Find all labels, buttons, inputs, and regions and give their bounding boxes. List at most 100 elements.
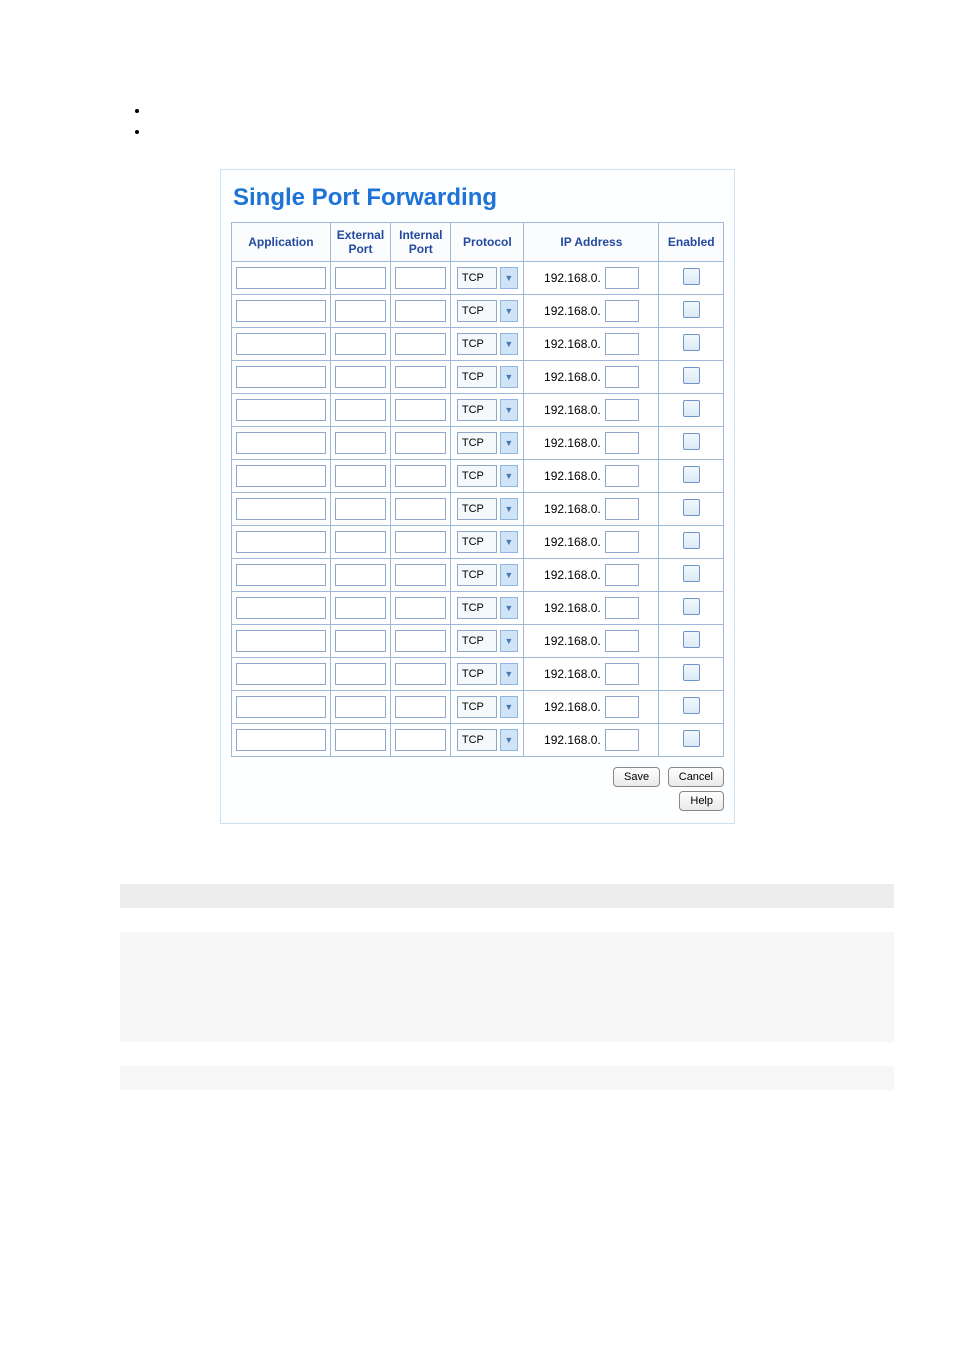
enabled-checkbox[interactable] — [683, 367, 700, 384]
internal-port-input[interactable] — [395, 399, 446, 421]
ip-last-octet-input[interactable] — [605, 531, 639, 553]
protocol-select[interactable]: TCP▼ — [455, 333, 519, 355]
enabled-checkbox[interactable] — [683, 664, 700, 681]
protocol-select[interactable]: TCP▼ — [455, 729, 519, 751]
external-port-input[interactable] — [335, 465, 386, 487]
external-port-input[interactable] — [335, 630, 386, 652]
protocol-select[interactable]: TCP▼ — [455, 531, 519, 553]
enabled-checkbox[interactable] — [683, 565, 700, 582]
save-button[interactable]: Save — [613, 767, 660, 787]
ip-last-octet-input[interactable] — [605, 729, 639, 751]
external-port-input[interactable] — [335, 729, 386, 751]
ip-last-octet-input[interactable] — [605, 465, 639, 487]
application-input[interactable] — [236, 333, 326, 355]
internal-port-input[interactable] — [395, 267, 446, 289]
application-input[interactable] — [236, 498, 326, 520]
ip-last-octet-input[interactable] — [605, 597, 639, 619]
internal-port-input[interactable] — [395, 663, 446, 685]
protocol-select[interactable]: TCP▼ — [455, 597, 519, 619]
chevron-down-icon[interactable]: ▼ — [500, 465, 518, 487]
internal-port-input[interactable] — [395, 630, 446, 652]
enabled-checkbox[interactable] — [683, 697, 700, 714]
application-input[interactable] — [236, 300, 326, 322]
enabled-checkbox[interactable] — [683, 268, 700, 285]
ip-last-octet-input[interactable] — [605, 399, 639, 421]
internal-port-input[interactable] — [395, 498, 446, 520]
internal-port-input[interactable] — [395, 465, 446, 487]
protocol-select[interactable]: TCP▼ — [455, 498, 519, 520]
external-port-input[interactable] — [335, 432, 386, 454]
chevron-down-icon[interactable]: ▼ — [500, 333, 518, 355]
ip-last-octet-input[interactable] — [605, 300, 639, 322]
protocol-select[interactable]: TCP▼ — [455, 300, 519, 322]
ip-last-octet-input[interactable] — [605, 333, 639, 355]
external-port-input[interactable] — [335, 564, 386, 586]
enabled-checkbox[interactable] — [683, 466, 700, 483]
enabled-checkbox[interactable] — [683, 334, 700, 351]
protocol-select[interactable]: TCP▼ — [455, 564, 519, 586]
external-port-input[interactable] — [335, 663, 386, 685]
enabled-checkbox[interactable] — [683, 499, 700, 516]
external-port-input[interactable] — [335, 531, 386, 553]
application-input[interactable] — [236, 399, 326, 421]
protocol-select[interactable]: TCP▼ — [455, 465, 519, 487]
chevron-down-icon[interactable]: ▼ — [500, 696, 518, 718]
ip-last-octet-input[interactable] — [605, 366, 639, 388]
protocol-select[interactable]: TCP▼ — [455, 663, 519, 685]
internal-port-input[interactable] — [395, 531, 446, 553]
chevron-down-icon[interactable]: ▼ — [500, 366, 518, 388]
help-button[interactable]: Help — [679, 791, 724, 811]
chevron-down-icon[interactable]: ▼ — [500, 630, 518, 652]
internal-port-input[interactable] — [395, 432, 446, 454]
protocol-select[interactable]: TCP▼ — [455, 399, 519, 421]
internal-port-input[interactable] — [395, 729, 446, 751]
cancel-button[interactable]: Cancel — [668, 767, 724, 787]
application-input[interactable] — [236, 366, 326, 388]
enabled-checkbox[interactable] — [683, 433, 700, 450]
internal-port-input[interactable] — [395, 597, 446, 619]
internal-port-input[interactable] — [395, 366, 446, 388]
protocol-select[interactable]: TCP▼ — [455, 366, 519, 388]
application-input[interactable] — [236, 531, 326, 553]
application-input[interactable] — [236, 267, 326, 289]
application-input[interactable] — [236, 663, 326, 685]
application-input[interactable] — [236, 564, 326, 586]
internal-port-input[interactable] — [395, 564, 446, 586]
enabled-checkbox[interactable] — [683, 301, 700, 318]
ip-last-octet-input[interactable] — [605, 498, 639, 520]
external-port-input[interactable] — [335, 333, 386, 355]
protocol-select[interactable]: TCP▼ — [455, 696, 519, 718]
enabled-checkbox[interactable] — [683, 631, 700, 648]
external-port-input[interactable] — [335, 696, 386, 718]
application-input[interactable] — [236, 432, 326, 454]
ip-last-octet-input[interactable] — [605, 432, 639, 454]
enabled-checkbox[interactable] — [683, 598, 700, 615]
enabled-checkbox[interactable] — [683, 532, 700, 549]
external-port-input[interactable] — [335, 267, 386, 289]
enabled-checkbox[interactable] — [683, 730, 700, 747]
external-port-input[interactable] — [335, 498, 386, 520]
external-port-input[interactable] — [335, 366, 386, 388]
ip-last-octet-input[interactable] — [605, 663, 639, 685]
chevron-down-icon[interactable]: ▼ — [500, 531, 518, 553]
application-input[interactable] — [236, 630, 326, 652]
ip-last-octet-input[interactable] — [605, 696, 639, 718]
external-port-input[interactable] — [335, 597, 386, 619]
ip-last-octet-input[interactable] — [605, 564, 639, 586]
internal-port-input[interactable] — [395, 696, 446, 718]
chevron-down-icon[interactable]: ▼ — [500, 399, 518, 421]
application-input[interactable] — [236, 696, 326, 718]
external-port-input[interactable] — [335, 399, 386, 421]
external-port-input[interactable] — [335, 300, 386, 322]
chevron-down-icon[interactable]: ▼ — [500, 432, 518, 454]
internal-port-input[interactable] — [395, 300, 446, 322]
chevron-down-icon[interactable]: ▼ — [500, 267, 518, 289]
chevron-down-icon[interactable]: ▼ — [500, 300, 518, 322]
ip-last-octet-input[interactable] — [605, 630, 639, 652]
ip-last-octet-input[interactable] — [605, 267, 639, 289]
chevron-down-icon[interactable]: ▼ — [500, 564, 518, 586]
internal-port-input[interactable] — [395, 333, 446, 355]
protocol-select[interactable]: TCP▼ — [455, 630, 519, 652]
application-input[interactable] — [236, 465, 326, 487]
chevron-down-icon[interactable]: ▼ — [500, 663, 518, 685]
